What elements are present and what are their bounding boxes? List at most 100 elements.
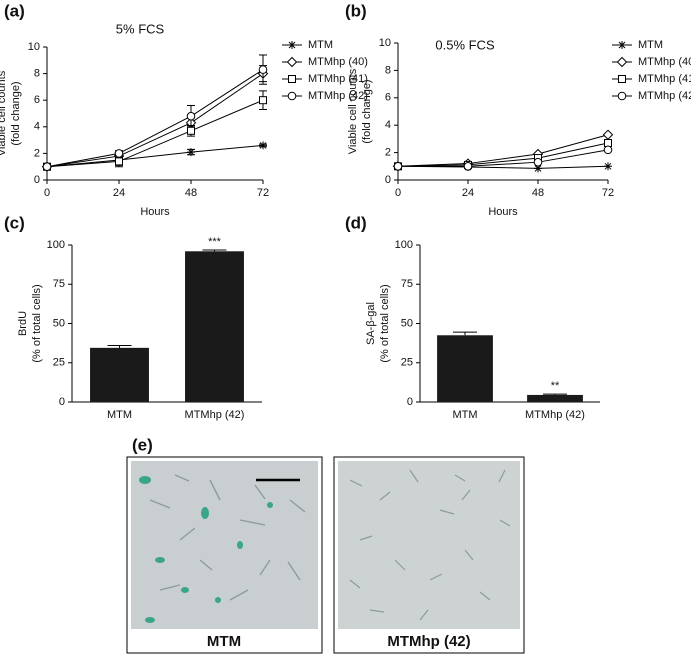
- marker: [42, 162, 52, 171]
- y-tick-label: 75: [53, 278, 65, 290]
- marker: [187, 126, 195, 135]
- legend-label: MTMhp (42): [638, 90, 691, 102]
- y-axis-label: (fold change): [361, 79, 373, 143]
- legend-label: MTM: [638, 39, 663, 51]
- series-line: [46, 69, 264, 168]
- series-line: [46, 144, 264, 168]
- y-tick-label: 10: [379, 37, 391, 49]
- x-tick-label: 72: [257, 187, 269, 199]
- error-bar: [543, 393, 567, 395]
- series-line: [46, 99, 264, 168]
- panel-label: (d): [345, 213, 367, 232]
- y-tick-label: 6: [34, 94, 40, 106]
- panel-label: (b): [345, 1, 367, 20]
- y-tick-label: 6: [385, 92, 391, 104]
- significance: ***: [208, 236, 222, 248]
- y-tick-label: 50: [401, 317, 413, 329]
- series-line: [46, 73, 264, 168]
- micrograph: [131, 461, 318, 629]
- y-axis-label: SA-β-gal: [365, 302, 377, 345]
- y-tick-label: 4: [385, 119, 391, 131]
- x-axis-label: Hours: [140, 206, 170, 218]
- marker: [393, 162, 403, 171]
- marker: [533, 157, 543, 167]
- error-bar: [453, 331, 477, 336]
- x-tick-label: 48: [532, 187, 544, 199]
- marker: [187, 148, 195, 157]
- x-tick-label: MTMhp (42): [525, 409, 585, 421]
- x-tick-label: 24: [462, 187, 474, 199]
- marker: [602, 129, 614, 140]
- marker: [534, 164, 542, 173]
- y-tick-label: 4: [34, 121, 40, 133]
- series-line: [397, 142, 609, 167]
- bar: [185, 251, 244, 402]
- x-tick-label: 0: [395, 187, 401, 199]
- marker: [186, 111, 196, 121]
- y-axis-label: BrdU: [17, 311, 29, 336]
- panel-label: (c): [4, 213, 25, 232]
- series-line: [397, 134, 609, 167]
- marker: [616, 56, 628, 68]
- y-tick-label: 100: [395, 239, 413, 251]
- marker: [618, 75, 626, 83]
- cells: [349, 469, 511, 621]
- y-tick-label: 8: [385, 64, 391, 76]
- x-tick-label: 0: [44, 187, 50, 199]
- significance: **: [551, 380, 560, 392]
- marker: [258, 65, 268, 74]
- legend-label: MTMhp (40): [308, 56, 368, 68]
- y-axis-label: (fold change): [10, 81, 22, 145]
- marker: [463, 162, 473, 171]
- x-tick-label: 48: [185, 187, 197, 199]
- y-tick-label: 0: [407, 396, 413, 408]
- bar: [527, 394, 583, 402]
- marker: [287, 91, 297, 101]
- y-axis-label: Viable cell counts: [0, 70, 8, 156]
- x-axis-label: Hours: [488, 206, 518, 218]
- y-tick-label: 2: [34, 147, 40, 159]
- y-axis-label: Viable cell counts: [347, 68, 359, 154]
- y-tick-label: 0: [59, 396, 65, 408]
- stained-cells: [139, 476, 273, 623]
- y-tick-label: 100: [47, 239, 65, 251]
- y-tick-label: 0: [34, 174, 40, 186]
- panel-label: (e): [132, 435, 153, 454]
- y-tick-label: 25: [53, 357, 65, 369]
- x-tick-label: MTM: [107, 409, 132, 421]
- y-axis-label: (% of total cells): [31, 284, 43, 362]
- legend-label: MTMhp (41): [638, 73, 691, 85]
- marker: [604, 162, 612, 171]
- chart-title: 0.5% FCS: [435, 37, 495, 52]
- y-tick-label: 2: [385, 147, 391, 159]
- marker: [288, 75, 296, 83]
- cells: [149, 474, 306, 601]
- y-tick-label: 10: [28, 41, 40, 53]
- y-tick-label: 50: [53, 317, 65, 329]
- error-bar: [107, 344, 132, 348]
- bar: [437, 335, 493, 402]
- x-tick-label: MTM: [452, 409, 477, 421]
- marker: [617, 91, 627, 101]
- y-axis-label: (% of total cells): [379, 284, 391, 362]
- image-caption: MTMhp (42): [387, 633, 470, 650]
- marker: [259, 96, 267, 105]
- marker: [286, 56, 298, 68]
- marker: [288, 41, 296, 49]
- y-tick-label: 8: [34, 68, 40, 80]
- legend-label: MTM: [308, 39, 333, 51]
- legend-label: MTMhp (41): [308, 73, 368, 85]
- y-tick-label: 0: [385, 174, 391, 186]
- legend-label: MTMhp (40): [638, 56, 691, 68]
- image-caption: MTM: [207, 633, 241, 650]
- marker: [604, 139, 612, 148]
- error-bar: [202, 249, 227, 252]
- marker: [114, 149, 124, 158]
- legend-label: MTMhp (42): [308, 90, 368, 102]
- y-tick-label: 75: [401, 278, 413, 290]
- series-line: [398, 149, 609, 167]
- x-tick-label: 24: [113, 187, 125, 199]
- micrograph: [338, 461, 520, 629]
- x-tick-label: 72: [602, 187, 614, 199]
